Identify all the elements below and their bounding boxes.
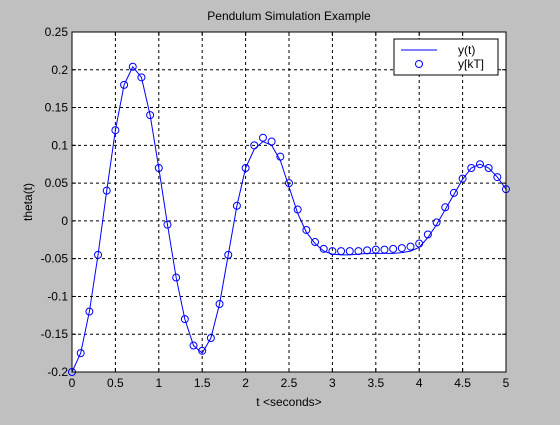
data-point-ykt: [432, 218, 441, 227]
data-point-ykt: [215, 300, 224, 308]
x-tick-label: 1.5: [194, 376, 211, 390]
data-point-ykt: [302, 225, 311, 234]
data-point-ykt: [172, 273, 181, 282]
data-point-ykt: [319, 244, 328, 253]
x-tick-label: 3: [329, 376, 336, 390]
data-point-ykt: [467, 164, 476, 172]
data-point-ykt: [206, 334, 215, 342]
data-point-ykt: [354, 247, 363, 256]
data-point-ykt: [163, 220, 172, 229]
data-point-ykt: [232, 201, 241, 210]
legend-label-line: y(t): [458, 43, 475, 57]
data-point-ykt: [285, 179, 293, 188]
data-point-ykt: [380, 245, 389, 254]
data-point-ykt: [371, 245, 380, 254]
y-tick-label: 0.1: [51, 138, 68, 152]
y-tick-label: 0.25: [45, 25, 69, 39]
data-point-ykt: [111, 126, 120, 135]
data-point-ykt: [258, 133, 267, 142]
y-tick-label: 0: [61, 214, 68, 228]
data-point-ykt: [389, 244, 398, 253]
legend-marker-sample: [415, 60, 423, 68]
data-point-ykt: [102, 186, 111, 195]
data-point-ykt: [128, 62, 137, 71]
data-point-ykt: [406, 242, 415, 251]
data-point-ykt: [276, 152, 285, 161]
data-point-ykt: [415, 239, 424, 248]
data-point-ykt: [328, 247, 337, 256]
x-tick-label: 2.5: [281, 376, 298, 390]
x-tick-label: 3.5: [367, 376, 384, 390]
data-point-ykt: [441, 203, 450, 212]
data-point-ykt: [180, 315, 189, 324]
y-tick-label: 0.2: [51, 63, 68, 77]
data-point-ykt: [85, 307, 94, 316]
y-tick-label: 0.15: [45, 101, 69, 115]
y-tick-label: -0.1: [47, 289, 68, 303]
data-point-ykt: [337, 247, 346, 256]
data-point-ykt: [475, 160, 484, 169]
data-point-ykt: [493, 173, 502, 182]
axis-ticks: [71, 31, 507, 373]
x-tick-label: 4.5: [454, 376, 471, 390]
data-point-ykt: [293, 205, 302, 214]
data-point-ykt: [198, 346, 207, 355]
y-tick-label: -0.05: [41, 252, 69, 266]
data-point-ykt: [363, 246, 372, 255]
data-point-ykt: [224, 250, 233, 259]
x-tick-label: 2: [242, 376, 249, 390]
legend-label-marker: y[kT]: [458, 57, 484, 71]
chart-title: Pendulum Simulation Example: [207, 9, 371, 23]
x-tick-label: 0: [69, 376, 76, 390]
data-point-ykt: [154, 164, 163, 172]
legend: y(t) y[kT]: [393, 38, 499, 76]
x-tick-label: 4: [416, 376, 423, 390]
x-axis-label: t <seconds>: [256, 395, 321, 409]
x-tick-label: 1: [155, 376, 162, 390]
data-point-ykt: [458, 174, 467, 183]
data-point-ykt: [94, 250, 103, 259]
data-point-ykt: [76, 349, 85, 358]
data-point-ykt: [311, 238, 320, 247]
y-tick-label: -0.15: [41, 327, 69, 341]
data-point-ykt: [241, 164, 250, 172]
y-tick-label: 0.05: [45, 176, 69, 190]
data-point-ykt: [120, 80, 129, 89]
y-tick-label: -0.2: [47, 365, 68, 379]
data-point-ykt: [423, 230, 432, 239]
x-tick-label: 0.5: [107, 376, 124, 390]
data-point-ykt: [267, 137, 276, 146]
data-point-ykt: [250, 141, 259, 150]
data-point-ykt: [146, 111, 155, 120]
data-point-ykt: [189, 341, 198, 350]
data-point-ykt: [137, 73, 146, 82]
data-point-ykt: [397, 244, 406, 253]
data-point-ykt: [449, 188, 458, 197]
y-axis-label: theta(t): [21, 183, 35, 221]
legend-box: [393, 38, 499, 76]
data-point-ykt: [345, 247, 354, 256]
grid-lines: [72, 32, 506, 372]
tick-labels: 0 0.5 1 1.5 2 2.5 3 3.5 4 4.5 5 -0.2 -0.15 -0.1 -0.05 0…: [41, 25, 510, 390]
data-point-ykt: [484, 164, 493, 172]
x-tick-label: 5: [503, 376, 510, 390]
